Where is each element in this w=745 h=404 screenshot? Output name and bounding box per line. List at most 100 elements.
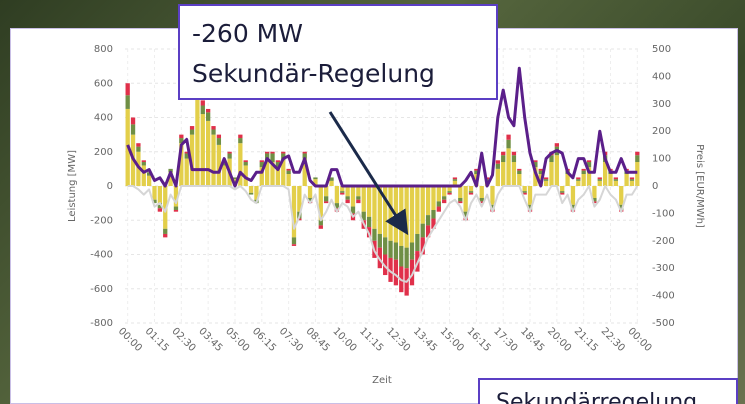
bar-segment	[442, 186, 446, 196]
bar-segment	[469, 186, 473, 191]
bar-segment	[506, 140, 510, 149]
y2-tick-label: 0	[652, 181, 658, 192]
bar-segment	[442, 196, 446, 199]
bar-segment	[244, 160, 248, 162]
bar-segment	[598, 179, 602, 181]
x-tick-label: 15:00	[438, 326, 466, 354]
bar-segment	[576, 181, 580, 186]
bar-segment	[501, 162, 505, 186]
bar-segment	[201, 106, 205, 115]
bar-segment	[211, 129, 215, 134]
bar-segment	[276, 169, 280, 186]
bar-segment	[131, 118, 135, 125]
x-tick-label: 07:30	[277, 326, 305, 354]
bar-segment	[378, 234, 382, 248]
bar-segment	[142, 162, 146, 165]
y-tick-label: -400	[90, 250, 113, 261]
bar-segment	[158, 186, 162, 203]
bar-segment	[582, 169, 586, 171]
bar-segment	[340, 193, 344, 195]
bar-segment	[388, 186, 392, 241]
bar-segment	[506, 135, 510, 140]
bar-segment	[394, 243, 398, 260]
bar-segment	[426, 186, 430, 215]
bar-segment	[587, 160, 591, 162]
bar-segment	[324, 201, 328, 203]
x-tick-label: 12:30	[384, 326, 412, 354]
bar-segment	[356, 186, 360, 196]
y-tick-label: -800	[90, 318, 113, 329]
y2-tick-label: -200	[652, 236, 675, 247]
bar-segment	[560, 191, 564, 193]
bar-segment	[399, 186, 403, 246]
bar-segment	[190, 129, 194, 134]
page: Leistung [MW] Preis [EUR/MWh] Zeit -800-…	[0, 0, 745, 404]
x-tick-label: 02:30	[169, 326, 197, 354]
x-tick-label: 20:00	[545, 326, 573, 354]
bar-segment	[356, 196, 360, 199]
bar-segment	[517, 169, 521, 171]
x-tick-label: 00:00	[116, 326, 144, 354]
bar-segment	[185, 159, 189, 186]
bar-segment	[549, 162, 553, 186]
bar-segment	[630, 181, 634, 186]
bar-segment	[619, 186, 623, 205]
bar-segment	[249, 186, 253, 193]
y2-axis-title: Preis [EUR/MWh]	[694, 144, 705, 228]
bar-segment	[152, 186, 156, 200]
bar-segment	[431, 210, 435, 219]
x-tick-label: 03:45	[196, 326, 224, 354]
bar-segment	[292, 244, 296, 246]
callout-label: Sekundär-Regelung	[192, 54, 484, 94]
bar-segment	[227, 153, 231, 158]
bar-segment	[345, 186, 349, 196]
bar-segment	[539, 169, 543, 171]
bar-segment	[410, 243, 414, 260]
bar-segment	[281, 152, 285, 154]
bar-segment	[351, 186, 355, 207]
bar-segment	[453, 177, 457, 179]
bar-segment	[453, 179, 457, 181]
bar-segment	[260, 160, 264, 162]
bar-segment	[608, 174, 612, 186]
y2-tick-label: -400	[652, 291, 675, 302]
bar-segment	[555, 143, 559, 146]
y-tick-label: 200	[94, 147, 113, 158]
bar-segment	[206, 112, 210, 121]
x-tick-label: 17:30	[491, 326, 519, 354]
x-tick-label: 16:15	[464, 326, 492, 354]
bar-segment	[635, 162, 639, 186]
bar-segment	[211, 135, 215, 186]
bar-segment	[560, 186, 564, 191]
x-tick-label: 05:00	[223, 326, 251, 354]
bar-segment	[544, 179, 548, 181]
x-tick-label: 11:15	[357, 326, 385, 354]
y2-tick-label: 200	[652, 126, 671, 137]
bar-segment	[222, 165, 226, 186]
bar-segment	[195, 97, 199, 186]
bar-segment	[437, 186, 441, 201]
callout-value: -260 MW	[192, 14, 484, 54]
bar-segment	[501, 155, 505, 162]
x-tick-label: 06:15	[250, 326, 278, 354]
bar-segment	[501, 152, 505, 155]
y2-tick-label: 500	[652, 44, 671, 55]
bar-segment	[431, 186, 435, 210]
y-tick-label: 600	[94, 78, 113, 89]
bar-segment	[372, 229, 376, 241]
y2-tick-label: -100	[652, 208, 675, 219]
bar-segment	[388, 241, 392, 258]
bar-segment	[464, 186, 468, 212]
bar-segment	[630, 177, 634, 179]
bar-segment	[383, 237, 387, 254]
bar-segment	[582, 171, 586, 174]
bar-segment	[560, 193, 564, 195]
bar-segment	[394, 260, 398, 286]
bar-segment	[421, 224, 425, 238]
bar-segment	[163, 234, 167, 237]
bar-segment	[404, 186, 408, 248]
bar-segment	[324, 186, 328, 196]
y2-tick-label: -300	[652, 263, 675, 274]
bar-segment	[437, 207, 441, 212]
y2-tick-label: 400	[652, 71, 671, 82]
